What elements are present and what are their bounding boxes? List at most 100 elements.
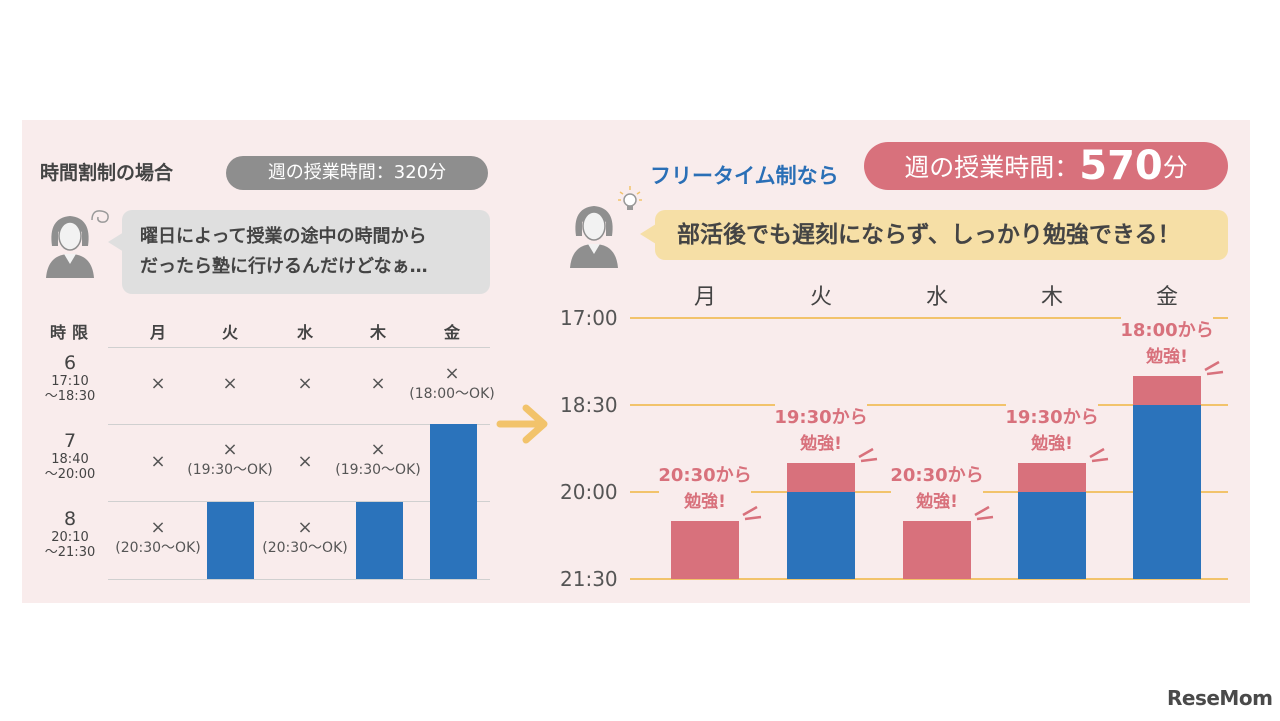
callout-line1: 20:30から [890,465,983,486]
callout-line1: 18:00から [1120,320,1213,341]
free-study-bar [671,521,739,579]
x-category-label: 月 [694,285,716,310]
header-thu: 木 [369,323,386,342]
period-start: 17:10 [51,374,89,389]
y-tick-label: 21:30 [560,567,618,590]
header-mon: 月 [149,323,166,342]
left-bubble-line2: だったら塾に行けるんだけどなぁ… [140,256,428,277]
cell-note: (18:00～OK) [409,386,495,402]
class-time-chart: 17:0018:3020:0021:30月火水木金20:30から勉強!19:30… [560,285,1228,590]
callout-line2: 勉強! [683,491,726,512]
left-speech-bubble: 曜日によって授業の途中の時間から だったら塾に行けるんだけどなぁ… [108,210,490,294]
callout-line1: 19:30から [1005,407,1098,428]
cell-p6-mon: × [113,374,203,395]
cell-p8-mon: × (20:30～OK) [113,518,203,558]
table-divider [108,424,490,425]
period-end: ～18:30 [44,389,96,404]
free-study-bar [1133,376,1201,405]
y-tick-label: 20:00 [560,480,618,504]
study-block-tue [207,502,254,579]
cell-p7-thu: × (19:30～OK) [333,440,423,480]
emphasis-mark-icon [1204,360,1224,376]
y-tick-label: 17:00 [560,306,618,330]
callout-backing [891,459,983,513]
x-mark: × [150,373,166,394]
left-class-hours-pill: 週の授業時間：320分 [226,156,488,190]
x-mark: × [297,451,313,472]
callout-line2: 勉強! [915,491,958,512]
student-avatar-icon [570,206,618,268]
callout-backing [1006,401,1098,455]
cell-note: (19:30～OK) [335,462,421,478]
period-8: 8 20:10 ～21:30 [40,508,100,560]
cell-p7-wed: × [260,452,350,473]
period-number: 6 [63,352,77,374]
x-category-label: 木 [1041,285,1063,310]
callout-backing [659,459,751,513]
period-number: 7 [63,430,77,452]
study-block-thu [356,502,403,579]
period-end: ～21:30 [44,545,96,560]
cell-note: (20:30～OK) [262,540,348,556]
right-speech-bubble: 部活後でも遅刻にならず、しっかり勉強できる！ [640,210,1228,260]
cell-p6-fri: × (18:00～OK) [407,364,497,404]
resemom-logo: ReseMom [1167,686,1273,710]
table-divider [108,579,490,580]
x-mark: × [222,373,238,394]
class-time-bar [1133,405,1201,579]
cell-note: (19:30～OK) [187,462,273,478]
left-bubble-line1: 曜日によって授業の途中の時間から [140,226,427,247]
period-start: 18:40 [51,452,89,467]
x-mark: × [150,451,166,472]
x-mark: × [444,363,460,384]
left-title: 時間割制の場合 [40,162,174,184]
table-divider [108,347,490,348]
class-time-bar [1018,492,1086,579]
period-number: 8 [63,508,77,530]
header-fri: 金 [443,323,460,342]
period-7: 7 18:40 ～20:00 [40,430,100,482]
x-category-label: 火 [810,285,832,310]
period-start: 20:10 [51,530,89,545]
x-category-label: 水 [926,285,948,310]
class-time-bar [787,492,855,579]
right-class-hours-pill: 週の授業時間：570分 [864,142,1228,190]
pill-unit: 分 [1162,153,1188,182]
period-6: 6 17:10 ～18:30 [40,352,100,404]
callout-line1: 20:30から [658,465,751,486]
cell-p7-mon: × [113,452,203,473]
x-mark: × [297,373,313,394]
sigh-swirl-icon [91,210,109,223]
callout-backing [1121,314,1213,368]
arrow-right-icon [496,404,548,444]
callout-line1: 19:30から [774,407,867,428]
lightbulb-icon [618,186,642,210]
emphasis-mark-icon [974,505,994,521]
period-end: ～20:00 [44,467,96,482]
cell-note: (20:30～OK) [115,540,201,556]
header-period: 時限 [49,323,94,342]
emphasis-mark-icon [742,505,762,521]
free-study-bar [903,521,971,579]
x-category-label: 金 [1156,285,1178,310]
pill-value: 570 [1079,143,1163,189]
student-avatar-icon [46,216,94,278]
cell-p7-tue: × (19:30～OK) [185,440,275,480]
y-tick-label: 18:30 [560,393,618,417]
emphasis-mark-icon [1089,447,1109,463]
emphasis-mark-icon [858,447,878,463]
callout-line2: 勉強! [1145,346,1188,367]
x-mark: × [222,439,238,460]
callout-line2: 勉強! [799,433,842,454]
study-block-fri [430,424,477,579]
right-title: フリータイム制なら [650,164,839,188]
callout-backing [775,401,867,455]
x-mark: × [297,517,313,538]
table-divider [108,501,490,502]
free-study-bar [787,463,855,492]
cell-p6-wed: × [260,374,350,395]
header-tue: 火 [221,323,238,342]
cell-p6-tue: × [185,374,275,395]
cell-p6-thu: × [333,374,423,395]
header-wed: 水 [296,323,313,342]
